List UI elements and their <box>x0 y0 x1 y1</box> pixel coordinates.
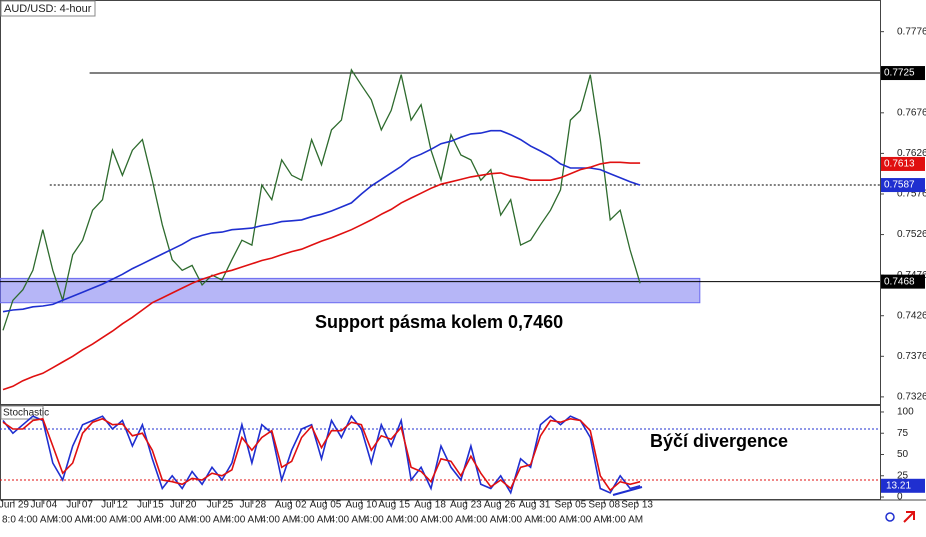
time-label: 4:00 AM <box>18 515 55 526</box>
time-label: 4:00 AM <box>606 515 643 526</box>
y-tick-label: 0.7526 <box>897 229 926 240</box>
value-tag <box>881 478 925 493</box>
divergence-line <box>612 486 643 496</box>
title-box <box>0 0 96 17</box>
price-tag <box>881 66 925 81</box>
x-tick-label: Jul 28 <box>240 500 267 511</box>
price-tag-label: 0.7613 <box>884 159 915 170</box>
price-tag-label: 0.7725 <box>884 68 915 79</box>
x-tick-label: Jul 12 <box>101 500 128 511</box>
series-line <box>2 68 641 331</box>
corner-icons <box>885 511 915 523</box>
time-label: 4:00 AM <box>87 515 124 526</box>
x-tick-label: Aug 02 <box>275 500 307 511</box>
time-label: 4:00 AM <box>572 515 609 526</box>
time-label: 4:00 AM <box>503 515 540 526</box>
main-panel-border <box>0 0 881 405</box>
time-label: 8:0 <box>2 515 16 526</box>
price-tag <box>881 274 925 289</box>
y-tick-label: 25 <box>897 470 909 481</box>
x-tick-label: Sep 05 <box>555 500 587 511</box>
price-tag <box>881 178 925 193</box>
support-annotation: Support pásma kolem 0,7460 <box>315 312 563 332</box>
divergence-annotation: Býčí divergence <box>650 431 788 451</box>
time-label: 4:00 AM <box>399 515 436 526</box>
x-tick-label: Aug 05 <box>310 500 342 511</box>
icon <box>903 511 915 523</box>
support-zone <box>0 277 701 304</box>
y-tick-label: 50 <box>897 449 909 460</box>
time-label: 4:00 AM <box>295 515 332 526</box>
x-tick-label: Jul 20 <box>170 500 197 511</box>
y-tick-label: 0 <box>897 492 903 503</box>
x-tick-label: Jul 07 <box>66 500 93 511</box>
y-tick-label: 0.7626 <box>897 148 926 159</box>
x-tick-label: Aug 18 <box>414 500 446 511</box>
x-tick-label: Aug 23 <box>450 500 482 511</box>
x-tick-label: Aug 15 <box>378 500 410 511</box>
time-label: 4:00 AM <box>468 515 505 526</box>
stoch-title: Stochastic <box>3 408 49 419</box>
time-label: 4:00 AM <box>226 515 263 526</box>
time-label: 4:00 AM <box>364 515 401 526</box>
icon <box>885 512 895 522</box>
y-tick-label: 0.7576 <box>897 189 926 200</box>
y-tick-label: 0.7676 <box>897 107 926 118</box>
time-label: 4:00 AM <box>53 515 90 526</box>
time-label: 4:00 AM <box>157 515 194 526</box>
y-tick-label: 0.7776 <box>897 26 926 37</box>
x-tick-label: Sep 08 <box>588 500 620 511</box>
series-line <box>2 161 641 391</box>
chart-title: AUD/USD: 4-hour <box>4 3 92 15</box>
x-tick-label: Aug 31 <box>519 500 551 511</box>
x-tick-label: Jul 04 <box>30 500 57 511</box>
x-tick-label: Jun 29 <box>0 500 29 511</box>
time-label: 4:00 AM <box>260 515 297 526</box>
time-label: 4:00 AM <box>122 515 159 526</box>
value-tag-label: 13.21 <box>886 480 911 491</box>
price-tag-label: 0.7587 <box>884 180 915 191</box>
time-label: 4:00 AM <box>191 515 228 526</box>
series-line <box>2 129 641 313</box>
x-tick-label: Jul 25 <box>207 500 234 511</box>
x-tick-label: Aug 10 <box>346 500 378 511</box>
series-line <box>2 417 641 492</box>
time-label: 4:00 AM <box>537 515 574 526</box>
price-tag <box>881 156 925 171</box>
y-tick-label: 75 <box>897 428 909 439</box>
price-tag-label: 0.7468 <box>884 276 915 287</box>
y-tick-label: 0.7426 <box>897 310 926 321</box>
x-tick-label: Aug 26 <box>484 500 516 511</box>
x-tick-label: Jul 15 <box>137 500 164 511</box>
time-label: 4:00 AM <box>330 515 367 526</box>
time-label: 4:00 AM <box>433 515 470 526</box>
y-tick-label: 100 <box>897 407 914 418</box>
y-tick-label: 0.7376 <box>897 351 926 362</box>
x-tick-label: Sep 13 <box>621 500 653 511</box>
y-tick-label: 0.7326 <box>897 392 926 403</box>
